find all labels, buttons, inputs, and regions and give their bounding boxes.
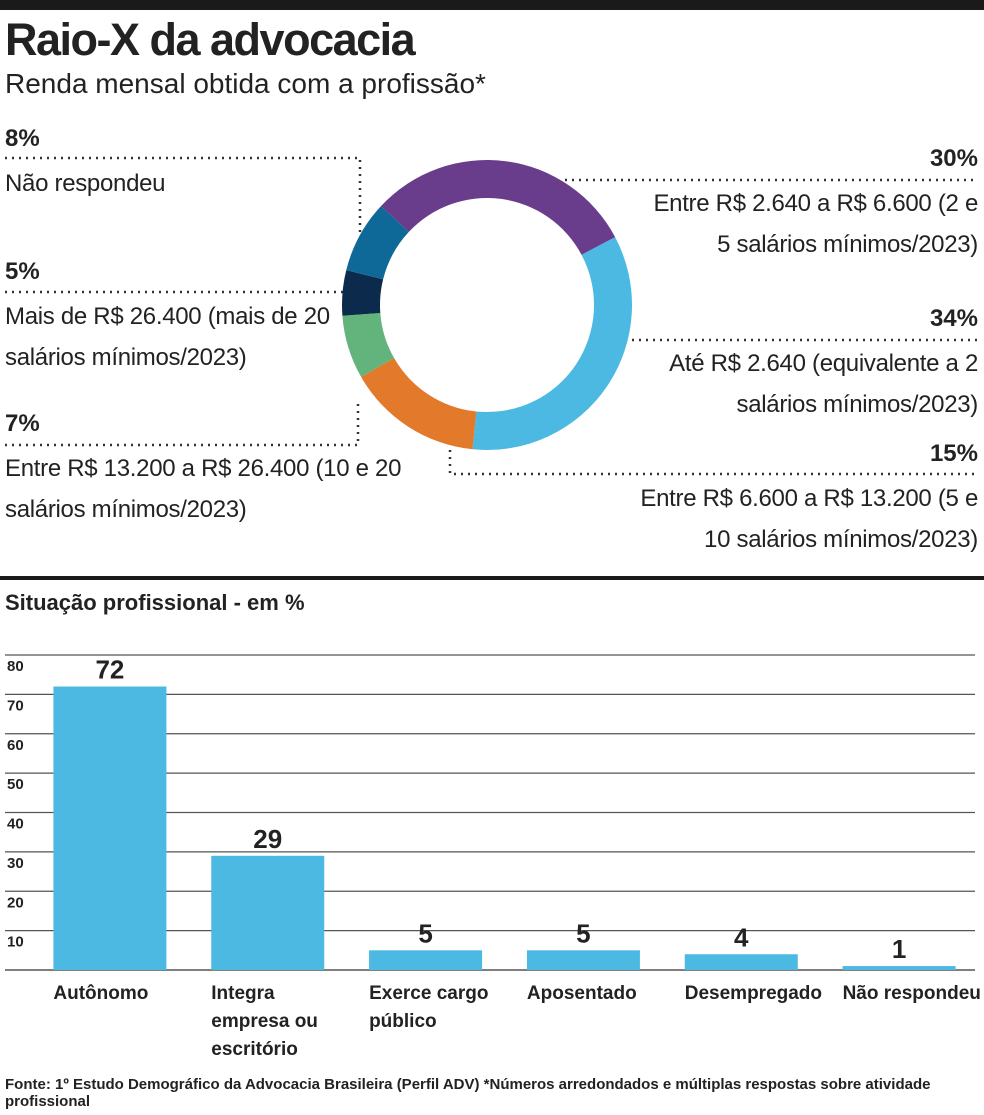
bar (369, 950, 483, 970)
bar (842, 966, 956, 970)
segment-label: Mais de R$ 26.400 (mais de 20 salários m… (5, 303, 330, 371)
donut-segment (346, 206, 409, 280)
y-tick-label: 40 (7, 816, 24, 833)
bar-value-label: 29 (253, 824, 282, 854)
page-title: Raio-X da advocacia (5, 14, 416, 65)
bar (526, 950, 640, 970)
y-tick-label: 20 (7, 894, 24, 911)
x-tick-label: Aposentado (526, 983, 637, 1004)
leader-lines (5, 156, 978, 476)
y-tick-label: 80 (7, 658, 24, 675)
bar (53, 686, 167, 970)
x-tick-label: Não respondeu (842, 983, 981, 1004)
donut-segment (472, 237, 632, 450)
segment-label: Entre R$ 13.200 a R$ 26.400 (10 e 20 sal… (5, 455, 402, 523)
x-tick-label: Exerce cargo público (369, 983, 489, 1032)
x-tick-label: Autônomo (53, 983, 149, 1004)
donut-segment (342, 312, 395, 377)
bar (211, 855, 325, 970)
y-tick-label: 50 (7, 776, 24, 793)
value-label: 30% (929, 145, 978, 172)
bar-value-label: 4 (734, 922, 749, 952)
bar-value-label: 1 (892, 934, 906, 964)
bar-value-label: 72 (95, 655, 124, 685)
value-label: 15% (929, 440, 978, 467)
value-label: 8% (5, 125, 40, 152)
value-label: 5% (5, 258, 40, 285)
value-label: 7% (5, 410, 40, 437)
segment-label: Entre R$ 2.640 a R$ 6.600 (2 e 5 salário… (653, 190, 978, 258)
bar (684, 954, 798, 970)
y-tick-label: 30 (7, 855, 24, 872)
segment-label: Até R$ 2.640 (equivalente a 2 salários m… (669, 350, 978, 418)
x-tick-label: Desempregado (684, 983, 823, 1004)
source: Fonte: 1º Estudo Demográfico da Advocaci… (5, 1076, 931, 1110)
bar-value-label: 5 (576, 918, 590, 948)
separator (0, 576, 984, 580)
y-tick-label: 60 (7, 737, 24, 754)
segment-label: Entre R$ 6.600 a R$ 13.200 (5 e 10 salár… (640, 485, 978, 553)
top-bar (0, 0, 984, 10)
y-tick-label: 70 (7, 697, 24, 714)
subtitle: Renda mensal obtida com a profissão* (5, 68, 486, 99)
x-tick-label: Integra empresa ou escritório (211, 983, 318, 1060)
segment-label: Não respondeu (5, 170, 166, 197)
donut-segment (361, 358, 477, 450)
donut-segment (380, 160, 616, 255)
y-tick-label: 10 (7, 934, 24, 951)
bar-value-label: 5 (418, 918, 432, 948)
donut-segment (342, 270, 384, 316)
value-label: 34% (929, 305, 978, 332)
bar-title: Situação profissional - em % (5, 590, 305, 615)
